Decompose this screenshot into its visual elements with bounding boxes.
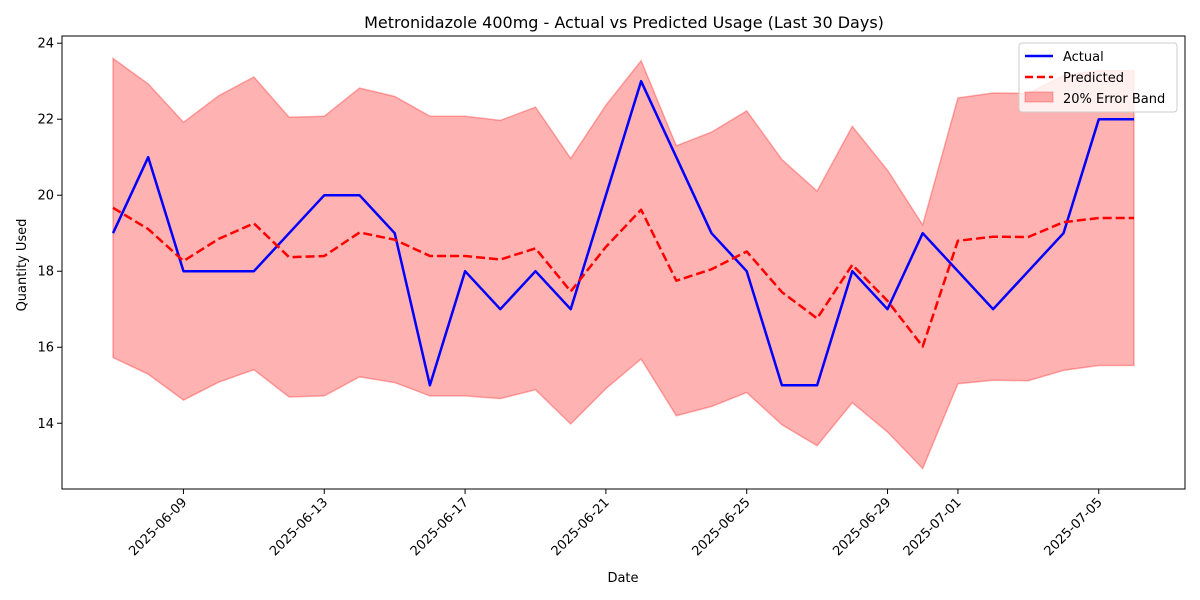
error-band-layer bbox=[112, 56, 1135, 470]
axes-layer bbox=[61, 35, 1186, 490]
chart-title: Metronidazole 400mg - Actual vs Predicte… bbox=[364, 13, 884, 32]
x-axis-label: Date bbox=[607, 571, 638, 586]
series-line-predicted bbox=[112, 206, 1134, 348]
y-tick-label: 18 bbox=[37, 265, 54, 280]
series-line-actual bbox=[111, 79, 1134, 387]
legend-box bbox=[1018, 42, 1178, 113]
legend: Actual Predicted 20% Error Band bbox=[1018, 42, 1178, 113]
legend-band-swatch bbox=[1024, 91, 1054, 103]
x-tick-label: 2025-06-09 bbox=[126, 495, 190, 559]
plot-frame bbox=[61, 35, 1186, 490]
x-tick-label: 2025-06-29 bbox=[830, 495, 894, 559]
y-tick-label: 16 bbox=[37, 341, 54, 356]
legend-band-label: 20% Error Band bbox=[1063, 92, 1165, 107]
legend-actual-label: Actual bbox=[1063, 50, 1104, 65]
legend-predicted-label: Predicted bbox=[1063, 71, 1124, 86]
y-tick-label: 24 bbox=[37, 37, 54, 52]
x-tick-layer: 2025-06-09 2025-06-13 2025-06-17 2025-06-21… bbox=[126, 489, 1106, 559]
y-tick-label: 14 bbox=[37, 417, 54, 432]
y-axis-label: Quantity Used bbox=[15, 219, 30, 312]
y-tick-label: 20 bbox=[37, 189, 54, 204]
series-line-layer bbox=[111, 79, 1134, 387]
y-tick-layer: 14 16 18 20 22 24 bbox=[37, 37, 62, 432]
x-tick-label: 2025-07-01 bbox=[901, 495, 965, 559]
error-band-area bbox=[112, 56, 1135, 470]
x-tick-label: 2025-06-25 bbox=[689, 495, 753, 559]
y-tick-label: 22 bbox=[37, 113, 54, 128]
x-tick-label: 2025-07-05 bbox=[1042, 495, 1106, 559]
x-tick-label: 2025-06-21 bbox=[549, 495, 613, 559]
x-tick-label: 2025-06-17 bbox=[408, 495, 472, 559]
x-tick-label: 2025-06-13 bbox=[267, 495, 331, 559]
